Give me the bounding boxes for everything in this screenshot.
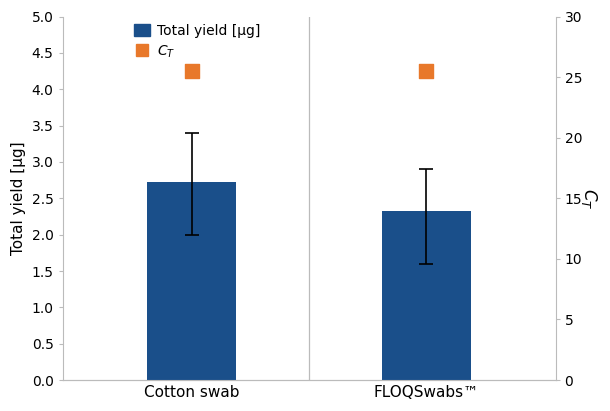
Legend: Total yield [µg], $C_T$: Total yield [µg], $C_T$ <box>134 23 260 60</box>
Bar <box>147 182 236 380</box>
Point <box>422 68 431 74</box>
Y-axis label: $C_T$: $C_T$ <box>579 187 599 209</box>
Bar <box>382 211 471 380</box>
Point <box>187 68 196 74</box>
Y-axis label: Total yield [µg]: Total yield [µg] <box>11 141 26 255</box>
